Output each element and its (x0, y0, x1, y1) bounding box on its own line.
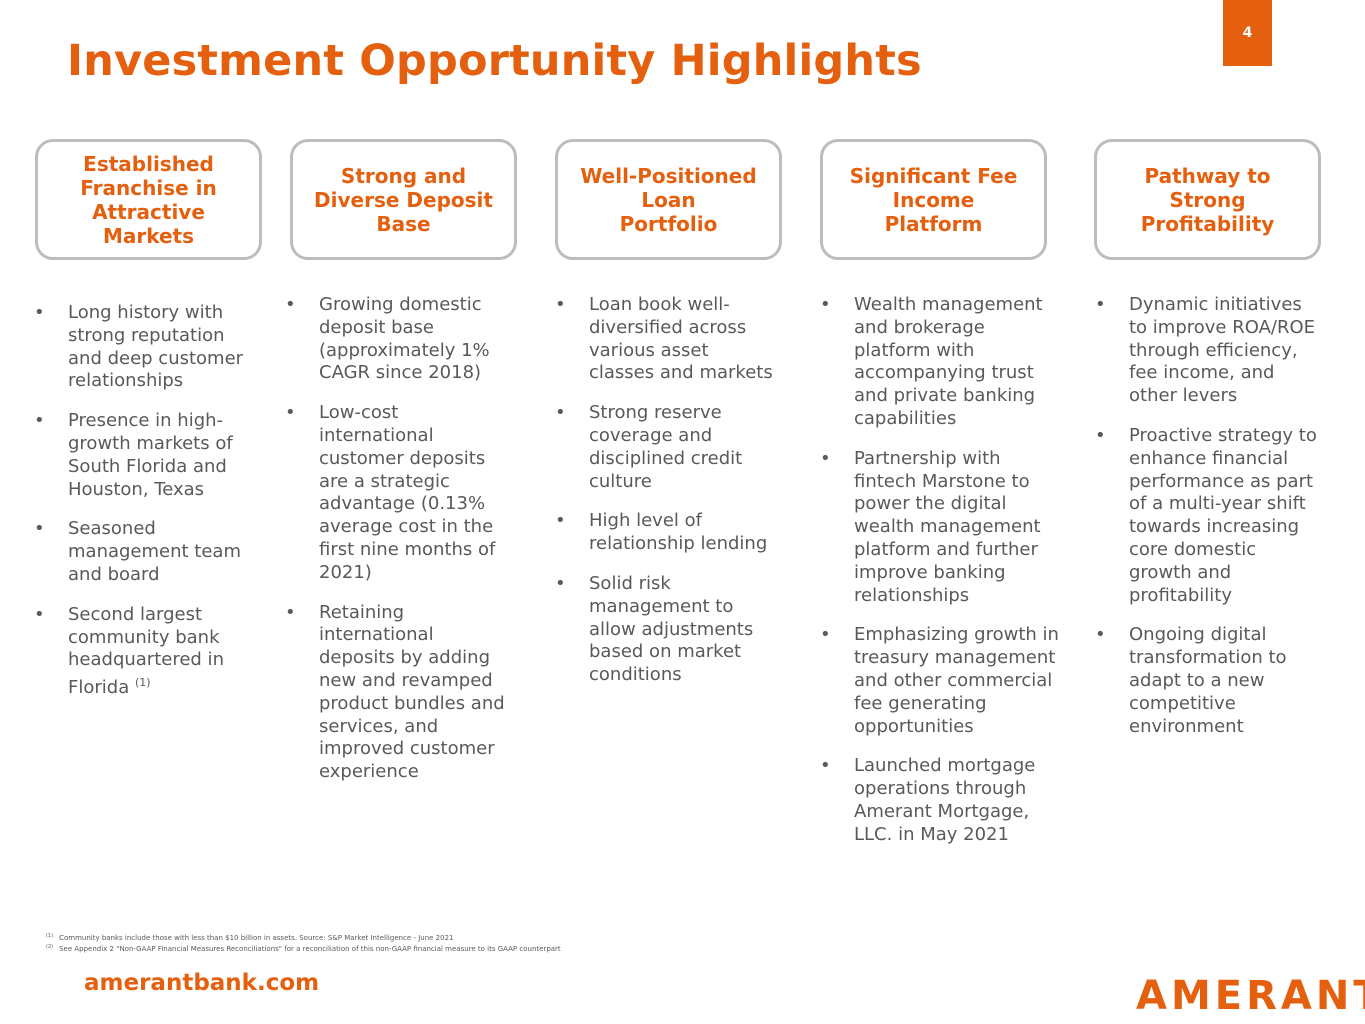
highlight-box-franchise: Established Franchise in Attractive Mark… (35, 139, 262, 260)
footnote-ref: (1) (134, 676, 151, 690)
list-item: Partnership with fintech Marstone to pow… (820, 448, 1080, 608)
website-link[interactable]: amerantbank.com (84, 970, 320, 996)
footnote-mark: (2) (46, 944, 54, 950)
list-item: Retaining international deposits by addi… (285, 602, 530, 784)
amerant-logo: AMERANT (1136, 973, 1365, 1019)
list-item: Proactive strategy to enhance financial … (1095, 425, 1360, 607)
bullet-list-deposit: Growing domestic deposit base (approxima… (285, 294, 530, 801)
list-item: Ongoing digital transformation to adapt … (1095, 624, 1360, 738)
list-item: Loan book well- diversified across vario… (555, 294, 800, 385)
highlight-box-fee: Significant Fee Income Platform (820, 139, 1047, 260)
list-item: Second largest community bank headquarte… (34, 604, 274, 700)
footnote-mark: (1) (46, 933, 54, 939)
list-item-text: Second largest community bank headquarte… (68, 603, 224, 699)
list-item: Low-cost international customer deposits… (285, 402, 530, 584)
list-item: Emphasizing growth in treasury managemen… (820, 624, 1080, 738)
list-item: Strong reserve coverage and disciplined … (555, 402, 800, 493)
footnotes: (1) Community banks include those with le… (46, 932, 561, 954)
list-item: Presence in high- growth markets of Sout… (34, 410, 274, 501)
highlight-box-deposit: Strong and Diverse Deposit Base (290, 139, 517, 260)
highlight-heading: Established Franchise in Attractive Mark… (80, 151, 217, 248)
list-item: Wealth management and brokerage platform… (820, 294, 1080, 431)
list-item: Dynamic initiatives to improve ROA/ROE t… (1095, 294, 1360, 408)
list-item: High level of relationship lending (555, 510, 800, 556)
footnote-text: Community banks include those with less … (59, 934, 454, 942)
list-item: Long history with strong reputation and … (34, 302, 274, 393)
highlight-heading: Well-Positioned Loan Portfolio (580, 163, 757, 236)
footnote-text: See Appendix 2 "Non-GAAP Financial Measu… (59, 945, 561, 953)
page-title: Investment Opportunity Highlights (67, 36, 922, 86)
list-item: Seasoned management team and board (34, 518, 274, 586)
bullet-list-fee: Wealth management and brokerage platform… (820, 294, 1080, 864)
highlight-heading: Pathway to Strong Profitability (1140, 163, 1275, 236)
list-item: Launched mortgage operations through Ame… (820, 755, 1080, 846)
highlight-box-profitability: Pathway to Strong Profitability (1094, 139, 1321, 260)
bullet-list-loan: Loan book well- diversified across vario… (555, 294, 800, 704)
list-item: Growing domestic deposit base (approxima… (285, 294, 530, 385)
footnote: (1) Community banks include those with le… (46, 932, 561, 943)
list-item: Solid risk management to allow adjustmen… (555, 573, 800, 687)
highlight-heading: Significant Fee Income Platform (849, 163, 1018, 236)
highlight-heading: Strong and Diverse Deposit Base (314, 163, 493, 236)
footnote: (2) See Appendix 2 "Non-GAAP Financial Me… (46, 943, 561, 954)
page-number-badge: 4 (1223, 0, 1272, 66)
highlight-box-loan: Well-Positioned Loan Portfolio (555, 139, 782, 260)
bullet-list-profitability: Dynamic initiatives to improve ROA/ROE t… (1095, 294, 1360, 755)
bullet-list-franchise: Long history with strong reputation and … (34, 302, 274, 717)
